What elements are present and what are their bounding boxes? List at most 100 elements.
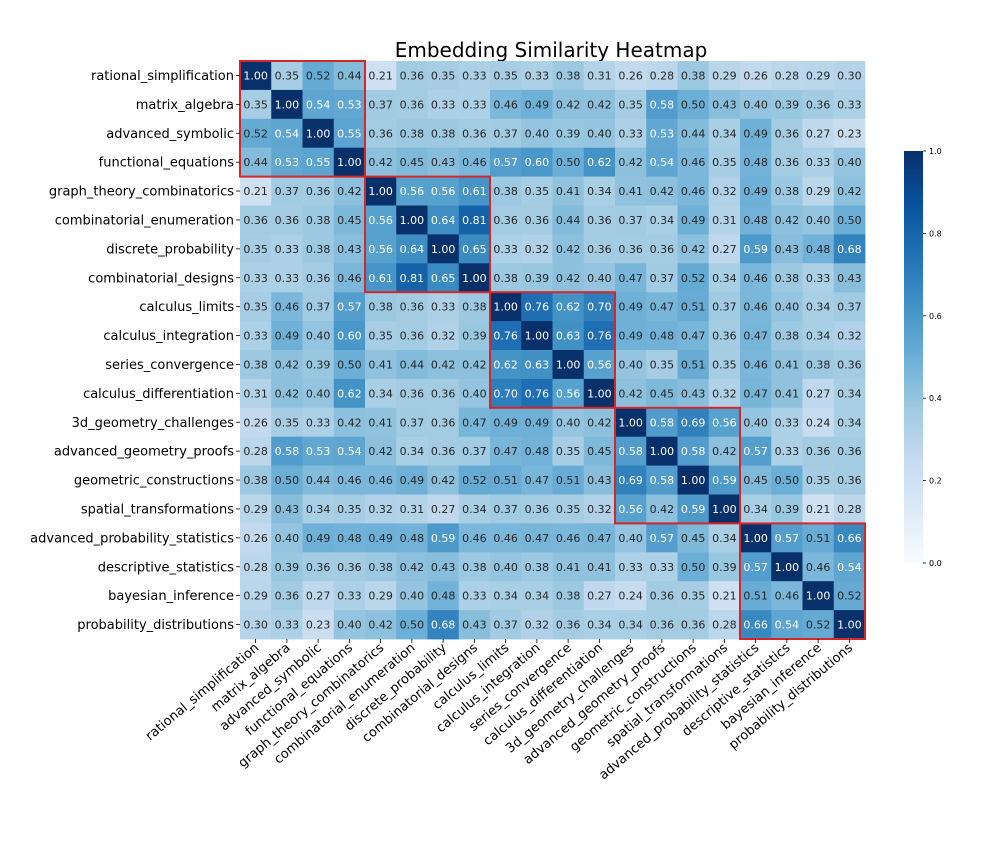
cell-value-label: 0.54 xyxy=(337,445,362,458)
heatmap-cell xyxy=(302,581,335,611)
cell-value-label: 0.63 xyxy=(556,330,581,343)
cell-value-label: 0.56 xyxy=(618,503,643,516)
cell-value-label: 0.68 xyxy=(837,243,862,256)
cell-value-label: 0.62 xyxy=(337,387,362,400)
heatmap-cell xyxy=(240,234,272,264)
cell-value-label: 0.36 xyxy=(462,127,487,140)
cell-value-label: 0.59 xyxy=(681,503,706,516)
cell-value-label: 0.36 xyxy=(712,330,737,343)
heatmap-cell xyxy=(271,118,303,149)
heatmap-cell xyxy=(271,176,303,206)
cell-value-label: 0.34 xyxy=(712,272,737,285)
cell-value-label: 0.33 xyxy=(306,416,331,429)
cell-value-label: 0.21 xyxy=(712,590,737,603)
cell-value-label: 0.38 xyxy=(556,69,581,82)
heatmap-cell xyxy=(240,61,272,91)
heatmap-cell xyxy=(396,581,428,611)
heatmap-cell xyxy=(583,118,616,149)
heatmap-cell xyxy=(677,263,710,293)
heatmap-cell xyxy=(615,234,647,264)
cell-value-label: 0.35 xyxy=(650,358,675,371)
cell-value-label: 0.40 xyxy=(775,301,800,314)
heatmap-cell xyxy=(771,610,803,640)
heatmap-cell xyxy=(365,292,397,322)
heatmap-cell xyxy=(302,321,335,351)
heatmap-cell xyxy=(740,494,772,524)
cell-value-label: 1.00 xyxy=(525,330,550,343)
colorbar-tick-label: 0.8 xyxy=(929,229,942,238)
heatmap-cell xyxy=(552,552,585,582)
heatmap-cell xyxy=(271,350,303,380)
heatmap-cell xyxy=(552,581,585,611)
heatmap-cell xyxy=(833,321,866,351)
heatmap-cell xyxy=(677,523,710,553)
heatmap-cell xyxy=(802,263,835,293)
heatmap-cell xyxy=(365,147,397,177)
heatmap-cell xyxy=(302,89,335,120)
cell-value-label: 0.81 xyxy=(462,214,487,227)
heatmap-cell xyxy=(771,436,803,466)
heatmap-cell xyxy=(240,89,272,120)
cell-value-label: 0.69 xyxy=(681,416,706,429)
heatmap-cell xyxy=(521,118,553,149)
heatmap-cell xyxy=(271,89,303,120)
cell-value-label: 0.49 xyxy=(743,127,768,140)
heatmap-cell xyxy=(646,118,678,149)
cell-value-label: 0.38 xyxy=(400,127,425,140)
heatmap-cell xyxy=(552,292,585,322)
heatmap-cell xyxy=(365,350,397,380)
cell-value-label: 0.59 xyxy=(712,474,737,487)
heatmap-cell xyxy=(583,581,616,611)
cell-value-label: 0.39 xyxy=(775,503,800,516)
heatmap-cell xyxy=(802,350,835,380)
heatmap-cell xyxy=(427,494,460,524)
heatmap-cell xyxy=(771,176,803,206)
cell-value-label: 0.50 xyxy=(400,619,425,632)
heatmap-cell xyxy=(365,89,397,120)
cell-value-label: 0.47 xyxy=(650,301,675,314)
cell-value-label: 0.26 xyxy=(243,416,268,429)
heatmap-cell xyxy=(427,321,460,351)
heatmap-cell xyxy=(771,292,803,322)
cell-value-label: 0.30 xyxy=(243,619,268,632)
cell-value-label: 0.49 xyxy=(525,416,550,429)
heatmap-cell xyxy=(490,61,522,91)
cell-value-label: 0.34 xyxy=(712,532,737,545)
heatmap-cell xyxy=(552,263,585,293)
cell-value-label: 0.36 xyxy=(337,561,362,574)
heatmap-cell xyxy=(583,610,616,640)
heatmap-cell xyxy=(458,147,491,177)
cell-value-label: 0.42 xyxy=(462,358,487,371)
heatmap-cell xyxy=(365,321,397,351)
heatmap-cell xyxy=(646,610,678,640)
cell-value-label: 0.47 xyxy=(525,474,550,487)
heatmap-cell xyxy=(583,89,616,120)
cell-value-label: 0.56 xyxy=(556,387,581,400)
colorbar-tick-label: 0.0 xyxy=(929,559,942,568)
cell-value-label: 0.58 xyxy=(650,98,675,111)
heatmap-cell xyxy=(396,118,428,149)
cell-value-label: 0.42 xyxy=(368,156,393,169)
row-label: calculus_integration xyxy=(103,329,234,344)
cell-value-label: 0.36 xyxy=(400,98,425,111)
heatmap-cell xyxy=(771,581,803,611)
cell-value-label: 0.54 xyxy=(275,127,300,140)
heatmap-cells xyxy=(240,61,866,640)
heatmap-cell xyxy=(302,436,335,466)
cell-value-label: 0.56 xyxy=(587,358,612,371)
heatmap-cell xyxy=(615,610,647,640)
cell-value-label: 0.38 xyxy=(525,561,550,574)
heatmap-cell xyxy=(333,494,366,524)
cell-value-label: 0.38 xyxy=(556,590,581,603)
cell-value-label: 0.46 xyxy=(462,532,487,545)
cell-value-label: 1.00 xyxy=(306,127,331,140)
cell-value-label: 0.39 xyxy=(775,98,800,111)
cell-value-label: 0.46 xyxy=(743,358,768,371)
heatmap-cell xyxy=(771,552,803,582)
cell-value-label: 0.50 xyxy=(837,214,862,227)
cell-value-label: 0.27 xyxy=(587,590,612,603)
cell-value-label: 0.48 xyxy=(650,330,675,343)
cell-value-label: 0.41 xyxy=(775,358,800,371)
heatmap-cell xyxy=(271,523,303,553)
row-label: calculus_limits xyxy=(139,300,234,315)
